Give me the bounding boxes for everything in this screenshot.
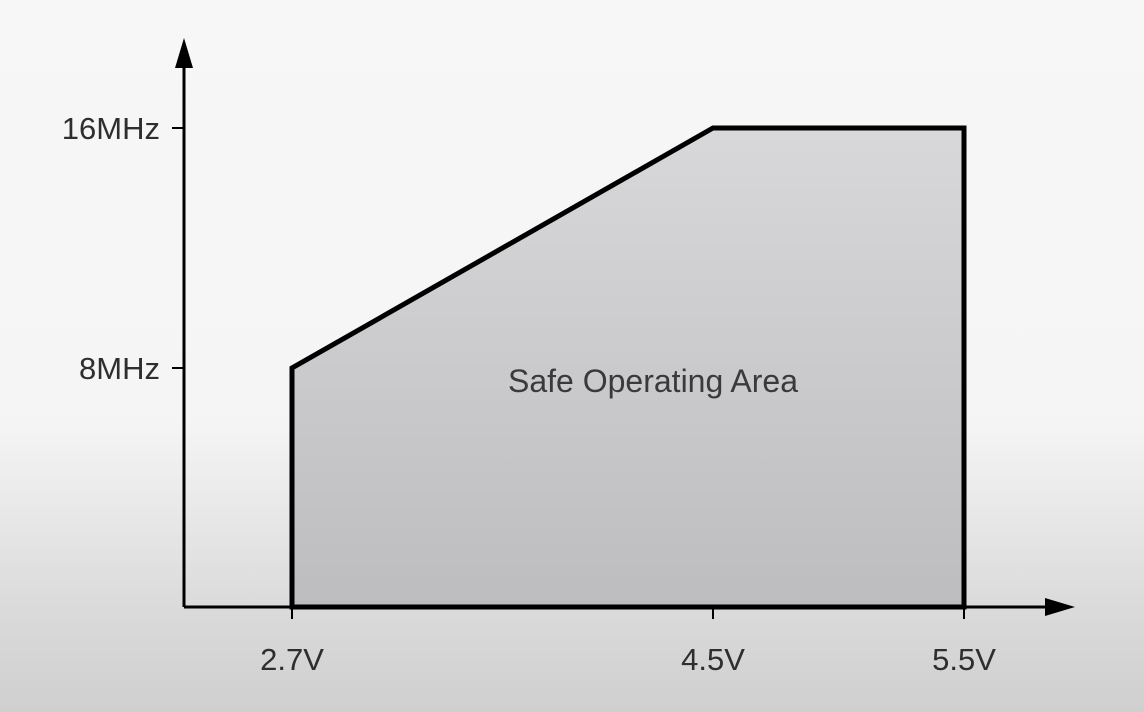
region-label: Safe Operating Area — [508, 363, 798, 399]
ticks: 8MHz 16MHz 2.7V 4.5V 5.5V — [62, 111, 996, 677]
y-axis-arrow — [175, 38, 193, 68]
x-axis-arrow — [1045, 598, 1075, 616]
axes — [175, 38, 1075, 616]
x-tick-label: 5.5V — [932, 642, 996, 677]
y-tick-label: 16MHz — [62, 111, 160, 146]
y-tick-label: 8MHz — [79, 351, 160, 386]
x-tick-label: 2.7V — [260, 642, 324, 677]
x-tick-label: 4.5V — [681, 642, 745, 677]
